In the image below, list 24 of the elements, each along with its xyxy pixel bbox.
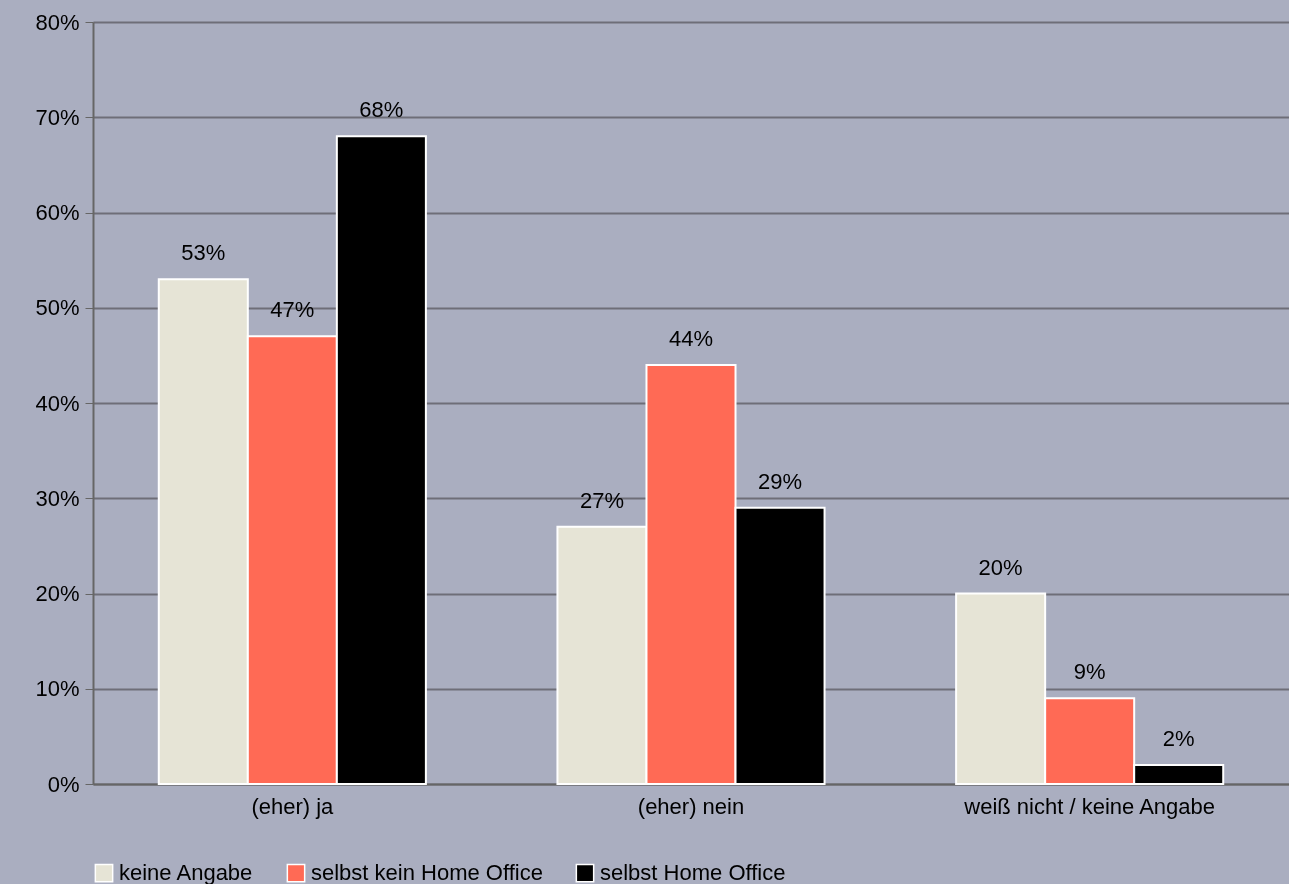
y-tick-label: 20% <box>35 581 80 606</box>
y-tick-label: 0% <box>47 771 80 797</box>
y-tick-label: 80% <box>35 9 80 35</box>
x-tick-label: (eher) ja <box>251 793 335 819</box>
data-label: 27% <box>579 487 624 513</box>
legend-label: keine Angabe <box>119 860 253 884</box>
y-tick-label: 30% <box>35 485 80 511</box>
data-label: 47% <box>270 297 315 323</box>
y-tick-label: 60% <box>35 200 80 225</box>
y-tick-label: 10% <box>35 676 80 702</box>
x-tick-label: weiß nicht / keine Angabe <box>963 793 1216 819</box>
y-tick-label: 50% <box>35 295 80 321</box>
data-label: 68% <box>359 97 404 123</box>
data-label: 44% <box>668 325 714 351</box>
x-tick-label: (eher) nein <box>637 793 745 819</box>
data-label: 2% <box>1162 725 1195 751</box>
data-label: 29% <box>758 468 803 494</box>
data-label: 9% <box>1073 659 1106 685</box>
y-tick-label: 70% <box>35 104 80 130</box>
legend-label: selbst kein Home Office <box>311 860 543 884</box>
data-label: 53% <box>181 240 226 266</box>
data-label: 20% <box>978 554 1023 580</box>
legend-label: selbst Home Office <box>600 860 786 884</box>
y-tick-label: 40% <box>35 390 80 416</box>
